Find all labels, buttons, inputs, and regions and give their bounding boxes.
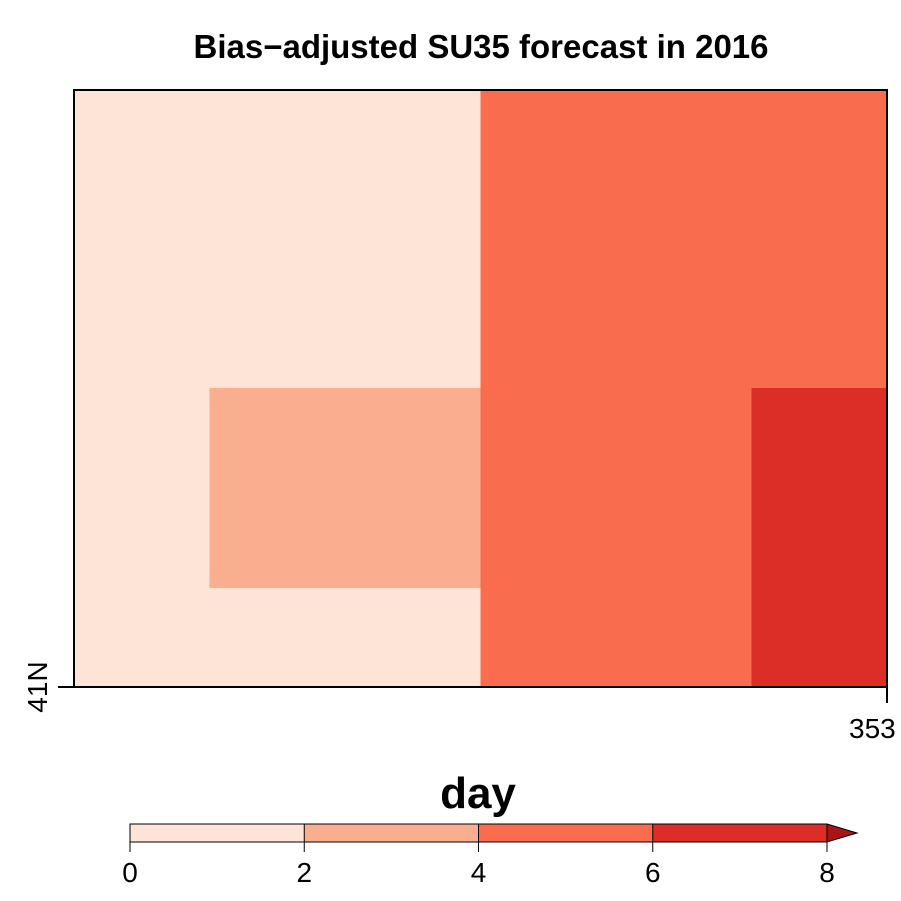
heatmap-cell: [480, 388, 617, 589]
colorbar-tick-label: 8: [819, 857, 835, 888]
heatmap-cell: [616, 388, 753, 589]
colorbar-segment: [304, 824, 479, 842]
heatmap-cell: [74, 90, 211, 389]
heatmap-cell: [345, 588, 482, 688]
chart-title: Bias−adjusted SU35 forecast in 2016: [193, 28, 768, 65]
heatmap-cell: [480, 90, 617, 389]
colorbar-extension-arrow: [826, 823, 859, 843]
heatmap-cell: [209, 588, 346, 688]
x-tick-label: 353: [849, 713, 896, 744]
heatmap-cell: [345, 90, 482, 389]
heatmap-cell: [209, 90, 346, 389]
colorbar-label: day: [440, 769, 516, 818]
colorbar-segment: [478, 824, 653, 842]
heatmap-cell: [74, 388, 211, 589]
y-tick-label: 41N: [22, 661, 53, 712]
heatmap-cell: [751, 588, 888, 688]
heatmap-cells: [74, 90, 888, 688]
heatmap-cell: [209, 388, 346, 589]
colorbar-tick-label: 4: [471, 857, 487, 888]
colorbar-tick-label: 2: [296, 857, 312, 888]
plot-frame: [73, 89, 888, 688]
heatmap-cell: [616, 588, 753, 688]
colorbar-tick-label: 6: [645, 857, 661, 888]
colorbar-segment: [652, 824, 827, 842]
colorbar-tick-label: 0: [122, 857, 138, 888]
heatmap-cell: [616, 90, 753, 389]
heatmap-cell: [345, 388, 482, 589]
heatmap-cell: [74, 588, 211, 688]
heatmap-cell: [751, 388, 888, 589]
heatmap-cell: [480, 588, 617, 688]
colorbar-segment: [130, 824, 305, 842]
heatmap-cell: [751, 90, 888, 389]
colorbar: 0 2 4 6 8: [122, 823, 859, 888]
